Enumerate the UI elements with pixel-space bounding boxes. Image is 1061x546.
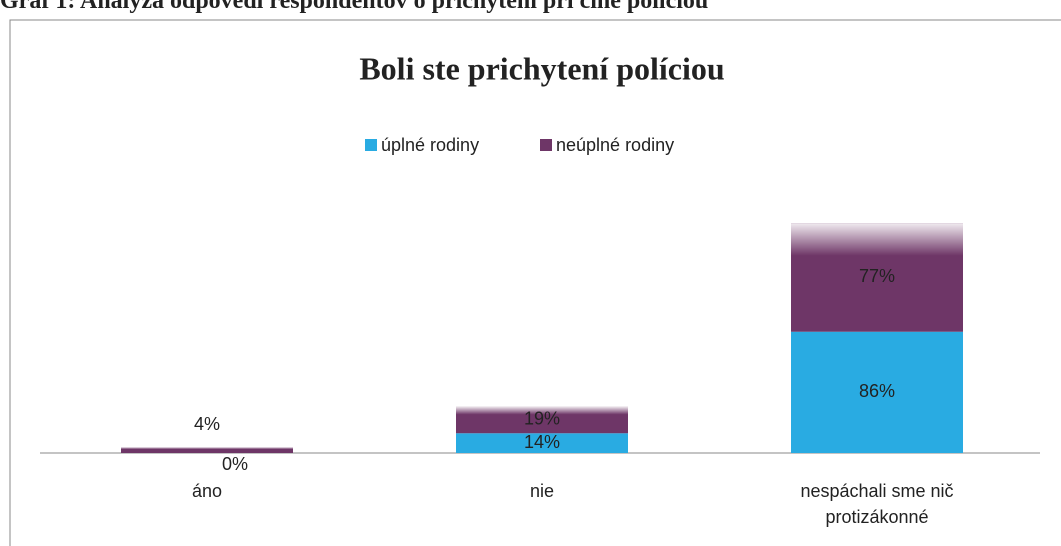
data-label: 86% [859, 381, 895, 401]
chart-frame [9, 19, 1061, 546]
data-label: 14% [524, 432, 560, 452]
bar-highlight [791, 223, 963, 332]
legend-swatch [540, 139, 552, 151]
legend-label: úplné rodiny [381, 135, 479, 155]
bar-segment [791, 331, 963, 453]
x-tick-label: áno [191, 481, 223, 501]
bar-highlight [456, 406, 628, 434]
bar-highlight [121, 447, 293, 453]
legend-label: neúplné rodiny [556, 135, 674, 155]
x-tick-label: nespáchali sme nič protizákonné [800, 481, 954, 527]
x-tick-label: nie [529, 481, 555, 501]
data-label: 77% [859, 266, 895, 286]
heading: Graf 1: Analýza odpovedí respondentov o … [0, 0, 708, 14]
bar-segment [456, 433, 628, 453]
data-label: 19% [524, 409, 560, 429]
chart-title: Boli ste prichytení políciou [359, 50, 724, 86]
legend-swatch [365, 139, 377, 151]
data-label: 4% [194, 414, 220, 434]
data-label: 0% [222, 454, 248, 474]
